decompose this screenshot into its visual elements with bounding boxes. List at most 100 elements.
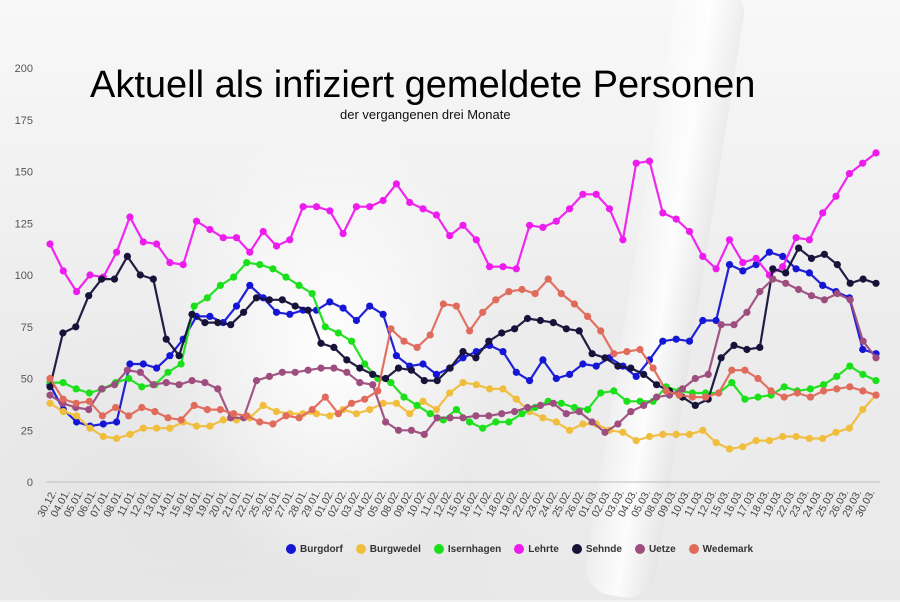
data-point-uetze [614,420,622,428]
data-point-sehnde [304,306,312,314]
data-point-uetze [162,379,170,387]
data-point-isernhagen [780,383,788,391]
data-point-isernhagen [597,389,605,397]
data-point-isernhagen [138,383,146,391]
data-point-uetze [756,288,764,296]
data-point-sehnde [485,337,493,345]
legend-item-burgdorf[interactable]: Burgdorf [286,544,343,555]
legend-item-burgwedel[interactable]: Burgwedel [355,544,421,555]
data-point-burgdorf [206,312,214,320]
data-point-uetze [343,368,351,376]
legend-marker [688,544,699,554]
legend-item-uetze[interactable]: Uetze [634,544,676,555]
data-point-sehnde [756,343,764,351]
data-point-lehrte [486,263,494,271]
legend-item-lehrte[interactable]: Lehrte [514,544,559,555]
data-point-burgwedel [645,432,654,441]
data-point-sehnde [98,275,106,283]
data-point-wedemark [820,387,828,395]
data-point-burgwedel [153,424,161,432]
data-point-wedemark [675,391,683,399]
data-point-isernhagen [610,387,618,395]
data-point-uetze [782,279,790,287]
data-point-wedemark [177,416,185,424]
data-point-isernhagen [387,379,395,387]
data-point-burgdorf [246,281,254,289]
data-point-sehnde [446,364,454,372]
data-point-lehrte [206,225,214,234]
data-point-isernhagen [216,281,224,289]
data-point-burgwedel [725,445,734,453]
legend-item-isernhagen[interactable]: Isernhagen [433,544,501,555]
data-point-wedemark [872,391,880,399]
data-point-lehrte [499,263,507,271]
legend-item-sehnde[interactable]: Sehnde [571,544,622,555]
data-point-uetze [601,428,609,436]
data-point-sehnde [859,275,867,283]
data-point-lehrte [392,180,400,188]
data-point-burgdorf [113,418,121,426]
data-point-burgdorf [579,360,587,368]
data-point-burgdorf [739,267,747,275]
data-point-isernhagen [741,395,749,403]
data-point-burgdorf [792,265,800,273]
data-point-uetze [291,368,299,376]
data-point-wedemark [452,302,460,310]
data-point-wedemark [98,412,106,420]
data-point-burgdorf [765,248,774,256]
data-point-burgdorf [526,377,534,385]
data-point-wedemark [125,412,133,420]
data-point-lehrte [259,227,267,236]
data-point-burgwedel [659,430,667,438]
data-point-uetze [730,321,738,329]
data-point-lehrte [73,288,81,296]
data-point-wedemark [46,374,54,383]
data-point-burgdorf [379,310,387,318]
data-point-sehnde [575,327,583,335]
data-point-wedemark [413,343,421,351]
data-point-burgdorf [126,360,134,368]
data-point-sehnde [472,354,480,362]
data-point-lehrte [592,190,600,198]
data-point-isernhagen [230,273,238,281]
data-point-wedemark [728,366,736,374]
data-point-lehrte [326,207,334,215]
data-point-lehrte [312,203,321,211]
data-point-isernhagen [584,406,592,414]
data-point-sehnde [833,261,841,269]
legend-item-wedemark[interactable]: Wedemark [688,544,753,555]
data-point-lehrte [659,209,667,217]
data-point-uetze [795,285,803,294]
data-point-lehrte [192,217,201,225]
data-point-sehnde [356,364,364,372]
data-point-isernhagen [59,379,67,387]
data-point-burgwedel [166,424,174,432]
data-point-burgwedel [486,385,494,393]
data-point-sehnde [420,377,428,385]
data-point-sehnde [846,279,854,287]
data-point-wedemark [216,406,224,414]
data-point-uetze [433,414,441,422]
data-point-burgdorf [752,261,760,269]
data-point-burgdorf [392,352,400,360]
data-point-burgdorf [366,302,374,310]
data-point-isernhagen [479,424,487,432]
data-point-sehnde [601,354,609,362]
data-point-lehrte [672,215,680,223]
data-point-wedemark [256,418,264,426]
data-point-isernhagen [308,290,316,298]
data-point-uetze [265,372,273,380]
data-point-sehnde [214,319,222,327]
data-point-burgwedel [512,395,520,403]
data-point-wedemark [348,399,356,407]
data-point-wedemark [741,366,749,374]
data-point-burgwedel [739,443,747,451]
data-point-lehrte [752,254,760,262]
data-point-uetze [394,426,403,434]
data-point-burgdorf [499,348,507,356]
data-point-lehrte [126,213,134,221]
legend-label: Burgdorf [300,543,343,555]
data-point-isernhagen [806,385,815,393]
y-tick-label: 175 [15,115,33,127]
data-point-isernhagen [85,389,93,397]
